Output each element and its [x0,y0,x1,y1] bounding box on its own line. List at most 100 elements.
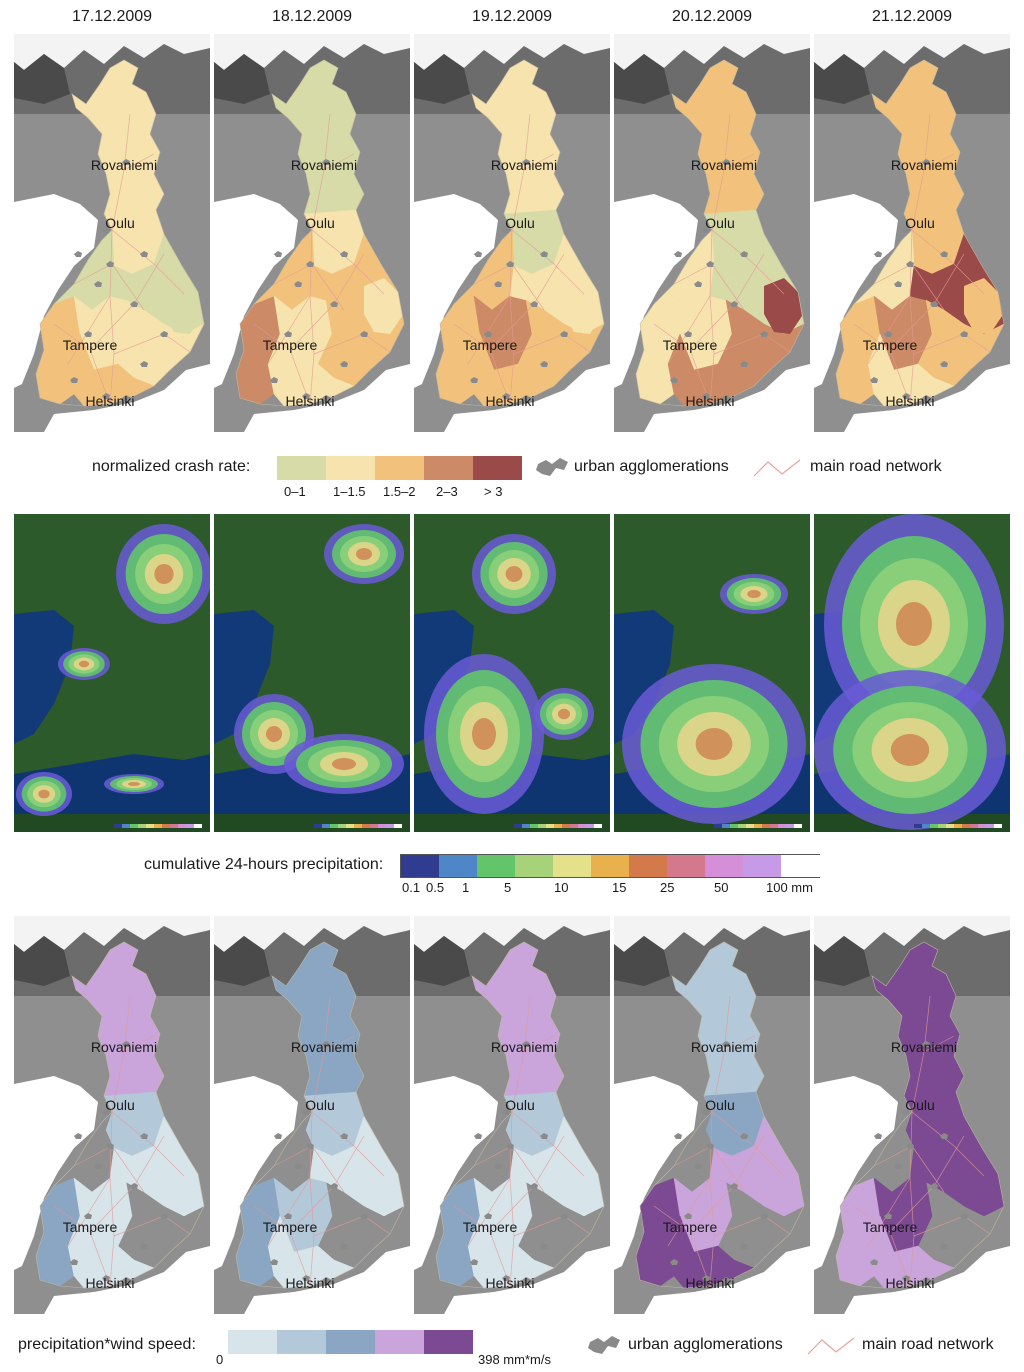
precip-wind-map-4: Rovaniemi Oulu Tampere Helsinki [614,916,810,1314]
urban-patch [740,251,748,257]
region-hotspot [764,278,802,334]
city-label-oulu: Oulu [505,215,535,231]
wind-legend-swatch [375,1330,424,1354]
crash-class-label: > 3 [484,484,503,499]
date-label: 17.12.2009 [71,8,153,25]
urban-patch [674,1133,682,1139]
precipitation-map-1 [14,514,210,832]
urban-patch [670,377,678,383]
urban-patch [870,377,878,383]
precip-bar-segment [477,855,516,877]
crash-legend-title: normalized crash rate: [92,458,251,475]
radar-color-strip [314,824,402,828]
urban-patch [760,1213,768,1219]
urban-agglomerations [470,1041,568,1283]
precip-tick: 0.1 [402,880,421,895]
urban-patch [302,1275,310,1281]
urban-patch [302,227,310,233]
precipitation-legend: cumulative 24-hours precipitation: 0.1 0… [0,850,1024,900]
radar-color-strip [514,824,602,828]
road-line [723,153,755,171]
precip-legend-title: cumulative 24-hours precipitation: [144,856,384,873]
city-label-tampere: Tampere [663,1219,718,1235]
urban-agglomerations [670,159,768,401]
city-label-oulu: Oulu [505,1097,535,1113]
precip-bar-segment [439,855,478,877]
precip-tick: 100 mm [766,880,813,895]
road-line [667,295,711,365]
road-line [323,1035,355,1053]
urban-patch [884,331,892,337]
urban-patch [84,1213,92,1219]
urban-patch [70,377,78,383]
urban-patch [702,1109,710,1115]
precip-wind-legend: precipitation*wind speed: 0 398 mm*m/s u… [0,1330,1024,1370]
precipitation-cell [896,602,932,646]
precip-bar-segment [553,855,592,877]
urban-patch [84,331,92,337]
date-header: 17.12.2009 18.12.2009 19.12.2009 20.12.2… [14,8,1010,34]
city-label-oulu: Oulu [105,1097,135,1113]
urban-patch [922,1277,930,1283]
urban-patch [106,261,114,267]
urban-patch [102,393,110,399]
urban-patch [930,1183,938,1189]
precipitation-cell [558,708,570,720]
precip-bar-segment [743,855,782,877]
crash-legend-swatch [473,456,522,480]
road-line [867,1177,911,1247]
urban-patch [270,377,278,383]
urban-patch [902,1109,910,1115]
urban-patch [540,1243,548,1249]
precip-wind-map-2: Rovaniemi Oulu Tampere Helsinki [214,916,410,1314]
road-line [923,1035,955,1053]
urban-patch [902,227,910,233]
urban-patch [94,281,102,287]
city-label-rovaniemi: Rovaniemi [91,1039,157,1055]
city-label-rovaniemi: Rovaniemi [491,1039,557,1055]
urban-patch [922,159,930,165]
date-label: 18.12.2009 [271,8,353,25]
precip-bar-segment [781,855,820,877]
urban-agglomerations-icon [536,458,568,476]
urban-patch [160,1213,168,1219]
urban-patch [122,1277,130,1283]
urban-patch [540,1133,548,1139]
urban-patch [360,1213,368,1219]
urban-patch [106,1143,114,1149]
urban-patch [702,393,710,399]
region-fills [435,59,605,407]
urban-patch [294,1163,302,1169]
city-label-rovaniemi: Rovaniemi [691,157,757,173]
urban-patch [902,1275,910,1281]
road-line [323,153,355,171]
precipitation-cell [356,548,372,560]
region-fills [235,941,405,1289]
crash-legend-swatch [375,456,424,480]
road-line [711,1111,785,1177]
crash-class-label: 0–1 [284,484,306,499]
road-line [511,229,585,295]
city-label-rovaniemi: Rovaniemi [891,1039,957,1055]
urban-patch [484,331,492,337]
urban-patch [884,1213,892,1219]
city-label-oulu: Oulu [305,215,335,231]
road-line [67,295,111,365]
urban-patch [530,301,538,307]
urban-patch [130,1183,138,1189]
country-outline [835,941,1005,1289]
urban-patch [560,1213,568,1219]
urban-patch [502,1275,510,1281]
urban-patch [122,1041,130,1047]
crash-rate-map-5: Rovaniemi Oulu Tampere Helsinki [814,34,1010,432]
crash-rate-map-3: Rovaniemi Oulu Tampere Helsinki [414,34,610,432]
urban-patch [740,1243,748,1249]
urban-patch [684,1213,692,1219]
precipitation-cell [154,564,174,584]
precipitation-cells [814,514,1006,830]
urban-patch [706,1143,714,1149]
country-outline [235,941,405,1289]
urban-patch [930,301,938,307]
urban-patch [684,331,692,337]
road-line [267,1177,311,1247]
